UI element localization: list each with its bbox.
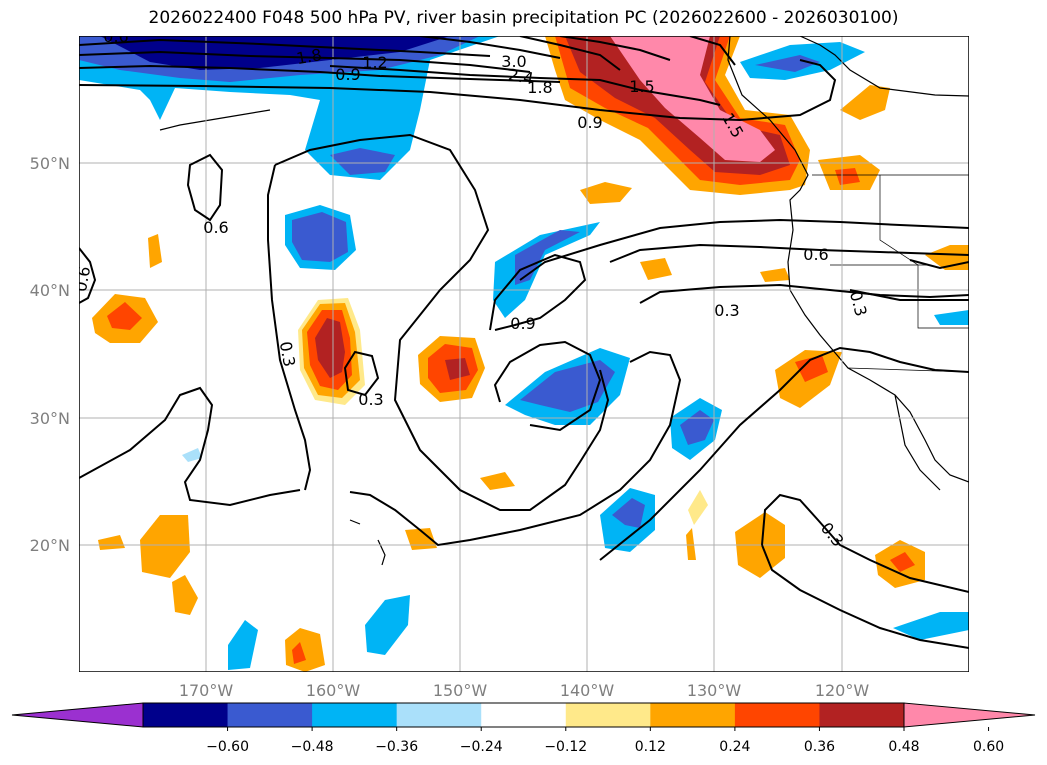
lat-label: 20°N <box>30 536 70 555</box>
contour-label: 1.2 <box>362 53 387 72</box>
colorbar-extend-high <box>904 703 1035 727</box>
contour-label: 0.6 <box>803 245 828 264</box>
pv-contours <box>79 36 969 649</box>
colorbar-tick-label: −0.36 <box>375 739 418 755</box>
contour-label: 0.6 <box>71 265 94 293</box>
colorbar-tick-label: −0.48 <box>291 739 334 755</box>
colorbar-cell <box>396 703 482 727</box>
colorbar-extend-low <box>12 703 143 727</box>
colorbar-cell <box>819 703 905 727</box>
neg-region-h <box>893 612 969 640</box>
contour-label: 0.6 <box>203 218 228 237</box>
lon-label: 120°W <box>815 681 870 700</box>
colorbar-tick-label: 0.24 <box>719 739 750 755</box>
contour-label: 0.3 <box>714 301 739 320</box>
latitude-labels: 50°N 40°N 30°N 20°N <box>30 154 70 555</box>
contour-label: 0.3 <box>276 340 299 368</box>
lon-label: 170°W <box>179 681 234 700</box>
colorbar-cell <box>227 703 313 727</box>
contour-label: 0.6 <box>103 27 128 46</box>
contour-label: 1.8 <box>527 78 552 97</box>
positive-precip-regions <box>92 36 969 672</box>
colorbar-tick-label: −0.60 <box>206 739 249 755</box>
contour-label: 0.9 <box>577 113 602 132</box>
colorbar-cell <box>650 703 736 727</box>
colorbar-tick-label: 0.36 <box>804 739 835 755</box>
longitude-labels: 170°W 160°W 150°W 140°W 130°W 120°W <box>179 681 870 700</box>
lon-label: 140°W <box>560 681 615 700</box>
colorbar-tick-label: −0.24 <box>460 739 503 755</box>
plot-area: 0.6 0.6 0.9 0.3 0.3 0.9 0.3 0.6 0.3 0.3 … <box>71 27 969 672</box>
lat-label: 40°N <box>30 281 70 300</box>
neg-region-g <box>228 620 258 670</box>
colorbar-tick-label: 0.60 <box>973 739 1004 755</box>
colorbar-cell <box>312 703 398 727</box>
colorbar-tick-label: 0.12 <box>635 739 666 755</box>
contour-label: 1.8 <box>295 45 323 68</box>
neg-region-f <box>365 595 410 655</box>
lon-label: 160°W <box>306 681 361 700</box>
contour-label: 1.5 <box>629 77 654 96</box>
lon-label: 150°W <box>433 681 488 700</box>
map-title: 2026022400 F048 500 hPa PV, river basin … <box>148 8 899 28</box>
colorbar-tick-label: 0.48 <box>888 739 919 755</box>
contour-label: 2.4 <box>507 65 535 88</box>
colorbar-cell <box>734 703 820 727</box>
colorbar-tick-label: −0.12 <box>544 739 587 755</box>
colorbar-cell <box>481 703 567 727</box>
lon-label: 130°W <box>687 681 742 700</box>
lat-label: 30°N <box>30 409 70 428</box>
contour-label: 0.9 <box>510 314 535 333</box>
contour-label: 0.3 <box>358 390 383 409</box>
neg-region-b <box>493 222 600 318</box>
colorbar-cell <box>143 703 229 727</box>
colorbar: −0.60 −0.48 −0.36 −0.24 −0.12 0.12 0.24 0.36 0.4… <box>11 702 1036 755</box>
contour-label: 0.9 <box>335 65 360 84</box>
lat-label: 50°N <box>30 154 70 173</box>
contour-label: 3.0 <box>501 52 526 71</box>
colorbar-cell <box>565 703 651 727</box>
